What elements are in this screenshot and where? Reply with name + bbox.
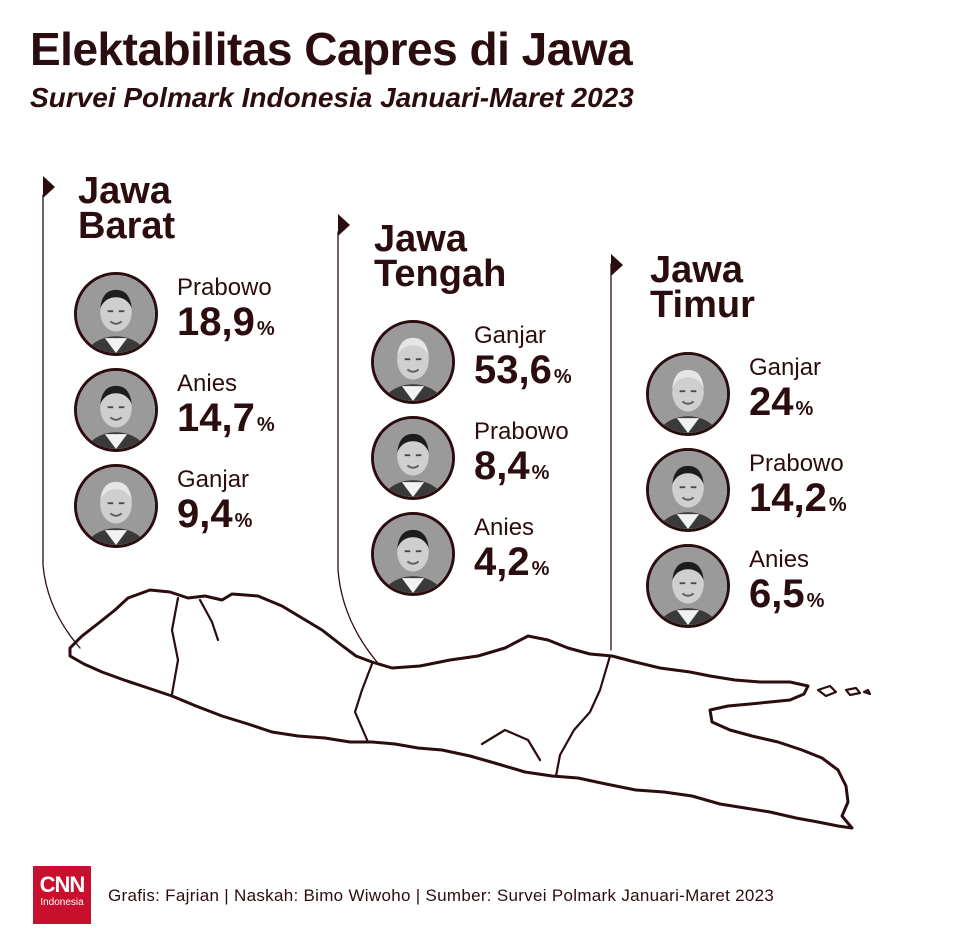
prabowo-portrait [646,448,730,532]
prabowo-portrait [74,272,158,356]
candidate-block: Ganjar 9,4% [74,464,334,554]
chart-title: Elektabilitas Capres di Jawa [30,23,633,75]
candidate-value: 53,6% [474,348,572,393]
ganjar-portrait [74,464,158,548]
percent-unit: % [234,510,253,532]
candidate-value: 14,7% [177,396,275,441]
value-label: 6,5 [749,572,805,616]
small-island-3 [862,688,872,696]
logo-text-line2: Indonesia [40,897,84,908]
region-name-line2: Barat [78,205,176,247]
region-title-jawa-tengah: Jawa Tengah [374,218,507,295]
province-border-1 [170,596,180,696]
province-border-3 [353,662,374,744]
candidate-name: Anies [474,514,535,541]
candidate-name: Anies [749,546,810,573]
region-name-line1: Jawa [650,249,743,291]
province-border-4 [480,728,542,762]
province-border-2 [198,598,220,642]
prabowo-portrait [371,416,455,500]
region-name-line1: Jawa [374,218,467,260]
candidate-block: Prabowo 14,2% [646,448,906,538]
percent-unit: % [828,494,847,516]
small-island-1 [816,684,838,698]
region-title-jawa-timur: Jawa Timur [650,249,755,326]
candidate-block: Anies 6,5% [646,544,906,634]
value-label: 9,4 [177,492,233,536]
value-label: 53,6 [474,348,552,392]
percent-unit: % [531,558,550,580]
percent-unit: % [256,414,275,436]
candidate-block: Anies 4,2% [371,512,631,602]
candidate-block: Prabowo 18,9% [74,272,334,362]
percent-unit: % [553,366,572,388]
percent-unit: % [806,590,825,612]
percent-unit: % [795,398,814,420]
percent-unit: % [256,318,275,340]
value-label: 4,2 [474,540,530,584]
candidate-value: 24% [749,380,813,425]
candidate-name: Prabowo [177,274,272,301]
candidate-name: Ganjar [177,466,250,493]
anies-portrait [371,512,455,596]
candidate-name: Ganjar [474,322,547,349]
java-island-outline [68,588,854,830]
source-credit: Grafis: Fajrian | Naskah: Bimo Wiwoho | … [108,886,775,905]
candidate-block: Anies 14,7% [74,368,334,458]
candidate-name: Ganjar [749,354,822,381]
candidate-value: 18,9% [177,300,275,345]
leader-line-jawa-barat [42,194,81,649]
candidate-value: 14,2% [749,476,847,521]
candidate-block: Prabowo 8,4% [371,416,631,506]
candidate-value: 4,2% [474,540,549,585]
candidate-value: 9,4% [177,492,252,537]
chart-subtitle: Survei Polmark Indonesia Januari-Maret 2… [30,82,634,113]
candidate-name: Prabowo [749,450,844,477]
value-label: 24 [749,380,794,424]
region-marker-icon-jawa-timur [611,254,623,276]
region-name-line2: Tengah [374,253,507,295]
province-border-5 [554,654,612,778]
value-label: 14,7 [177,396,255,440]
candidate-name: Anies [177,370,238,397]
value-label: 18,9 [177,300,255,344]
ganjar-portrait [646,352,730,436]
candidate-value: 8,4% [474,444,549,489]
percent-unit: % [531,462,550,484]
anies-portrait [646,544,730,628]
logo-text-line1: CNN [39,872,86,897]
region-marker-icon-jawa-tengah [338,214,350,236]
cnn-indonesia-logo: CNN Indonesia [33,866,91,924]
candidate-name: Prabowo [474,418,569,445]
candidate-value: 6,5% [749,572,824,617]
small-island-2 [844,686,862,697]
value-label: 14,2 [749,476,827,520]
anies-portrait [74,368,158,452]
candidate-block: Ganjar 53,6% [371,320,631,410]
ganjar-portrait [371,320,455,404]
value-label: 8,4 [474,444,530,488]
region-name-line2: Timur [650,284,755,326]
region-marker-icon-jawa-barat [43,176,55,198]
leader-line-jawa-tengah [337,231,378,663]
candidate-block: Ganjar 24% [646,352,906,442]
region-title-jawa-barat: Jawa Barat [78,170,176,247]
region-name-line1: Jawa [78,170,171,212]
